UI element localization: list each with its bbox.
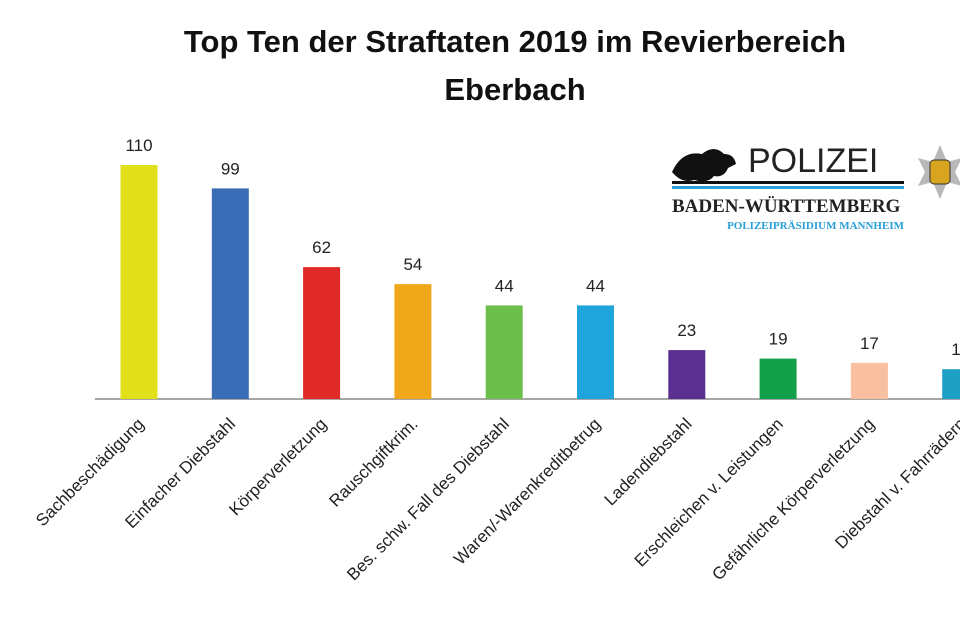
value-label: 23 (677, 321, 696, 340)
value-label: 110 (125, 136, 152, 155)
logo-unit: POLIZEIPRÄSIDIUM MANNHEIM (727, 219, 905, 232)
bar (303, 267, 341, 399)
x-tick-label: Gefährliche Körperverletzung (708, 414, 878, 584)
logo-name: POLIZEI (748, 142, 878, 180)
x-tick-label: Bes. schw. Fall des Diebstahl (343, 414, 513, 584)
value-label: 19 (769, 330, 788, 349)
x-tick-label: Ladendiebstahl (601, 414, 696, 509)
bar (850, 362, 888, 399)
bar (394, 284, 432, 399)
logo-state: BADEN-WÜRTTEMBERG (672, 196, 901, 217)
x-tick-label: Waren/-Warenkreditbetrug (450, 414, 604, 568)
bar (759, 358, 797, 399)
logo-rule (672, 186, 904, 189)
logo-shield (929, 159, 951, 185)
x-tick-label: Erschleichen v. Leistungen (631, 414, 787, 570)
value-label: 54 (403, 255, 422, 274)
value-label: 44 (586, 276, 605, 295)
logo-rule (672, 181, 904, 184)
value-label: 17 (860, 334, 879, 353)
value-label: 14 (951, 340, 960, 359)
x-tick-label: Rauschgiftkrim. (325, 414, 421, 510)
logo: POLIZEI BADEN-WÜRTTEMBERG POLIZEIPRÄSIDI… (672, 142, 960, 232)
x-tick-label: Körperverletzung (225, 414, 330, 519)
bar (485, 305, 523, 399)
bar (577, 305, 614, 399)
bar (211, 188, 249, 399)
chart-title: Top Ten der Straftaten 2019 im Revierber… (183, 24, 847, 107)
bar (942, 369, 960, 399)
bar (120, 165, 158, 399)
bar (668, 350, 706, 399)
logo-lion (672, 149, 736, 182)
value-label: 99 (221, 159, 240, 178)
value-label: 44 (495, 276, 514, 295)
value-label: 62 (312, 238, 331, 257)
